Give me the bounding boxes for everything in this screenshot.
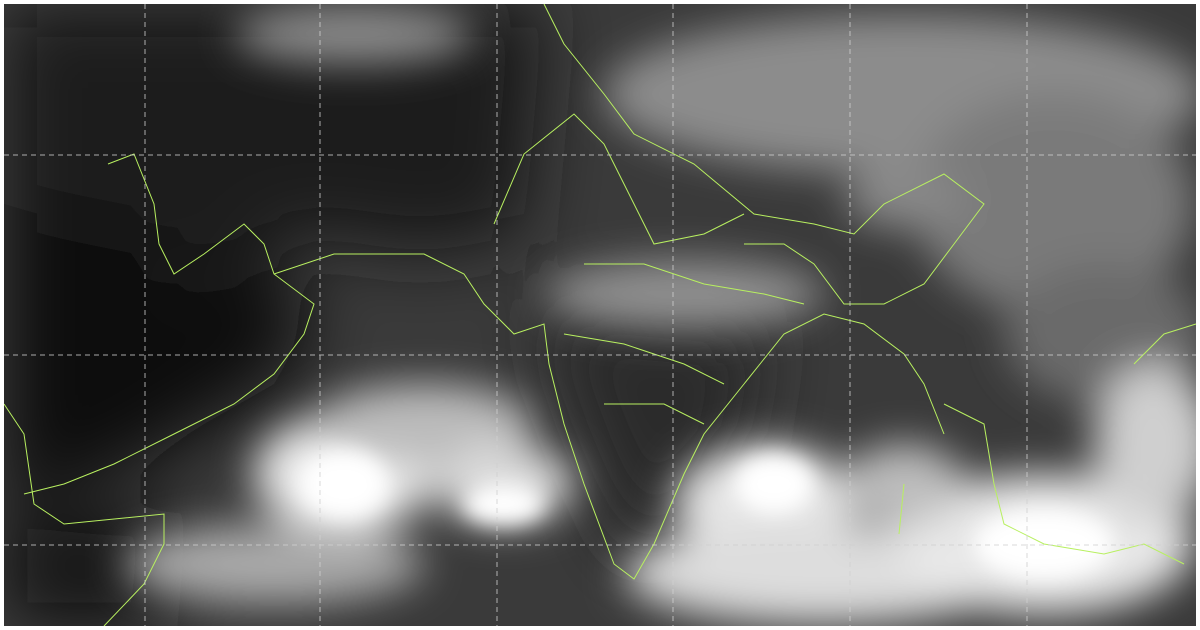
satellite-map [4,4,1196,626]
satellite-image [4,4,1196,626]
dark-land-regions [4,4,764,626]
lat-long-grid [4,4,1196,626]
country-boundaries [4,4,1196,626]
